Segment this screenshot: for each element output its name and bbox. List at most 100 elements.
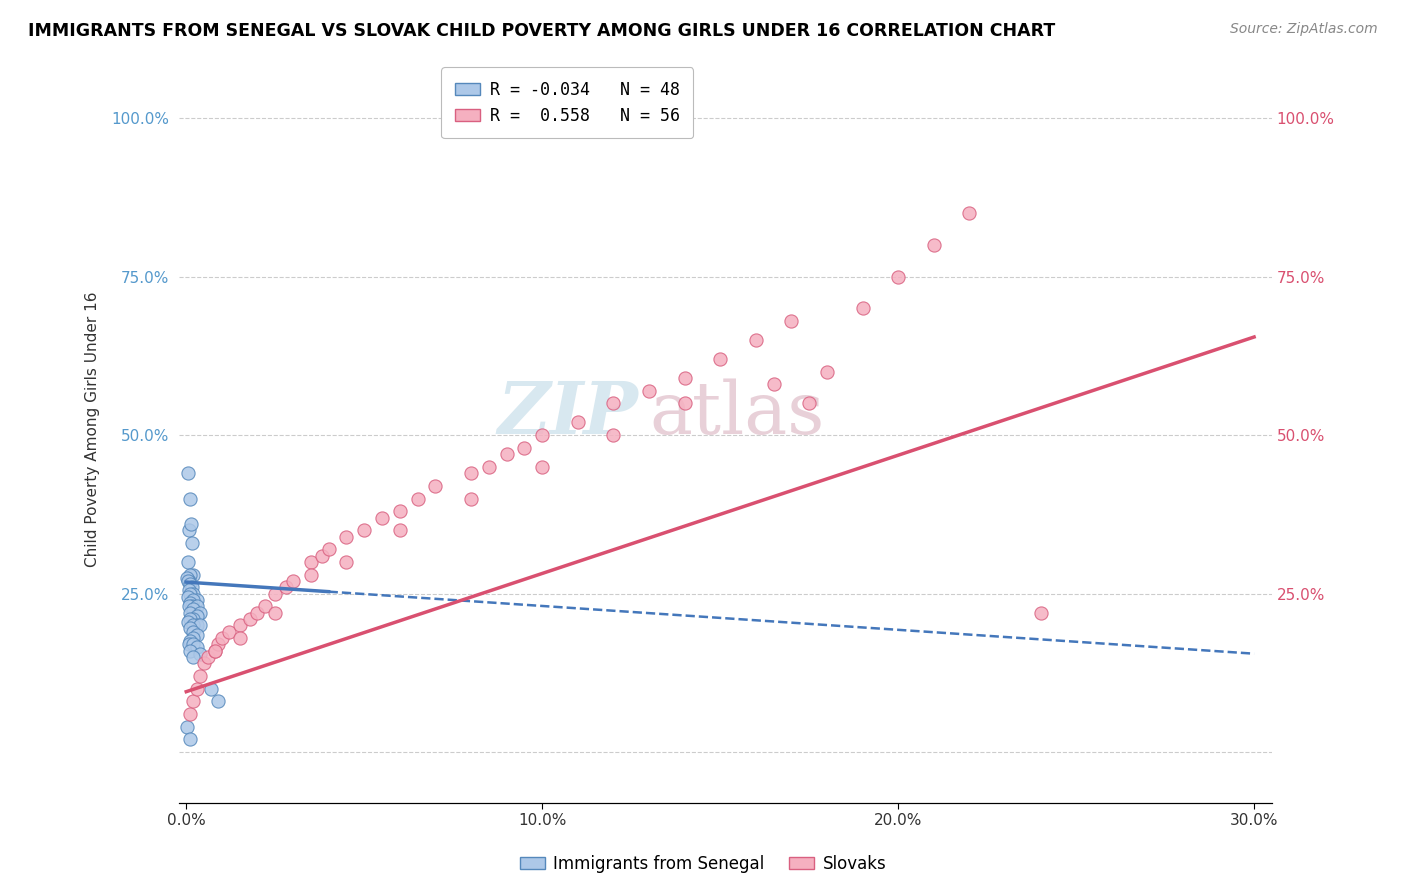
Point <box>177 599 200 614</box>
Point <box>274 580 297 594</box>
Point <box>211 631 233 645</box>
Point <box>281 574 304 588</box>
Point <box>478 459 501 474</box>
Point <box>186 618 208 632</box>
Point <box>204 643 226 657</box>
Text: Source: ZipAtlas.com: Source: ZipAtlas.com <box>1230 22 1378 37</box>
Point <box>299 567 322 582</box>
Point <box>179 643 201 657</box>
Point <box>200 681 222 696</box>
Point <box>177 466 200 480</box>
Point <box>186 608 208 623</box>
Point <box>186 599 208 614</box>
Point <box>186 592 208 607</box>
Point <box>673 371 696 385</box>
Point <box>311 549 333 563</box>
Point <box>228 631 250 645</box>
Point <box>246 606 269 620</box>
Point <box>207 694 229 708</box>
Text: atlas: atlas <box>650 378 824 450</box>
Point <box>335 555 357 569</box>
Point <box>186 681 208 696</box>
Y-axis label: Child Poverty Among Girls Under 16: Child Poverty Among Girls Under 16 <box>86 291 100 566</box>
Point <box>204 643 226 657</box>
Point <box>177 574 200 588</box>
Point <box>180 536 202 550</box>
Point <box>531 459 554 474</box>
Point <box>183 637 205 651</box>
Point <box>177 574 200 588</box>
Point <box>513 441 536 455</box>
Point <box>176 571 198 585</box>
Point <box>602 428 624 442</box>
Point <box>180 516 202 531</box>
Point <box>179 706 201 721</box>
Point <box>179 612 201 626</box>
Point <box>762 377 785 392</box>
Point <box>495 447 517 461</box>
Point <box>179 621 201 635</box>
Point <box>183 694 205 708</box>
Point <box>177 583 200 598</box>
Point <box>922 238 945 252</box>
Point <box>179 577 201 591</box>
Point <box>388 504 411 518</box>
Point <box>186 640 208 655</box>
Point <box>567 416 589 430</box>
Point <box>1029 606 1052 620</box>
Point <box>183 567 205 582</box>
Point <box>180 580 202 594</box>
Point <box>335 529 357 543</box>
Point <box>253 599 276 614</box>
Point <box>425 479 447 493</box>
Point <box>318 542 340 557</box>
Point <box>388 523 411 537</box>
Point <box>887 269 910 284</box>
Point <box>460 466 482 480</box>
Point <box>179 606 201 620</box>
Point <box>799 396 821 410</box>
Point <box>183 649 205 664</box>
Point <box>183 592 205 607</box>
Point <box>183 631 205 645</box>
Point <box>531 428 554 442</box>
Point <box>264 586 287 600</box>
Point <box>190 618 212 632</box>
Point <box>353 523 375 537</box>
Point <box>176 719 198 733</box>
Point <box>183 618 205 632</box>
Point <box>602 396 624 410</box>
Point <box>406 491 429 506</box>
Point <box>177 555 200 569</box>
Point <box>197 649 219 664</box>
Point <box>193 656 215 670</box>
Point <box>638 384 661 398</box>
Point <box>780 314 803 328</box>
Point <box>180 599 202 614</box>
Point <box>851 301 873 316</box>
Point <box>179 634 201 648</box>
Point <box>179 586 201 600</box>
Point <box>179 491 201 506</box>
Point <box>815 365 838 379</box>
Point <box>218 624 240 639</box>
Point <box>190 669 212 683</box>
Point <box>179 567 201 582</box>
Point <box>179 596 201 610</box>
Point <box>183 586 205 600</box>
Legend: Immigrants from Senegal, Slovaks: Immigrants from Senegal, Slovaks <box>513 848 893 880</box>
Point <box>264 606 287 620</box>
Point <box>371 510 394 524</box>
Point <box>177 615 200 629</box>
Point <box>177 523 200 537</box>
Text: ZIP: ZIP <box>498 378 638 450</box>
Point <box>179 732 201 747</box>
Point <box>177 637 200 651</box>
Point <box>239 612 262 626</box>
Point <box>228 618 250 632</box>
Point <box>190 606 212 620</box>
Point <box>673 396 696 410</box>
Point <box>183 612 205 626</box>
Text: IMMIGRANTS FROM SENEGAL VS SLOVAK CHILD POVERTY AMONG GIRLS UNDER 16 CORRELATION: IMMIGRANTS FROM SENEGAL VS SLOVAK CHILD … <box>28 22 1056 40</box>
Point <box>190 647 212 661</box>
